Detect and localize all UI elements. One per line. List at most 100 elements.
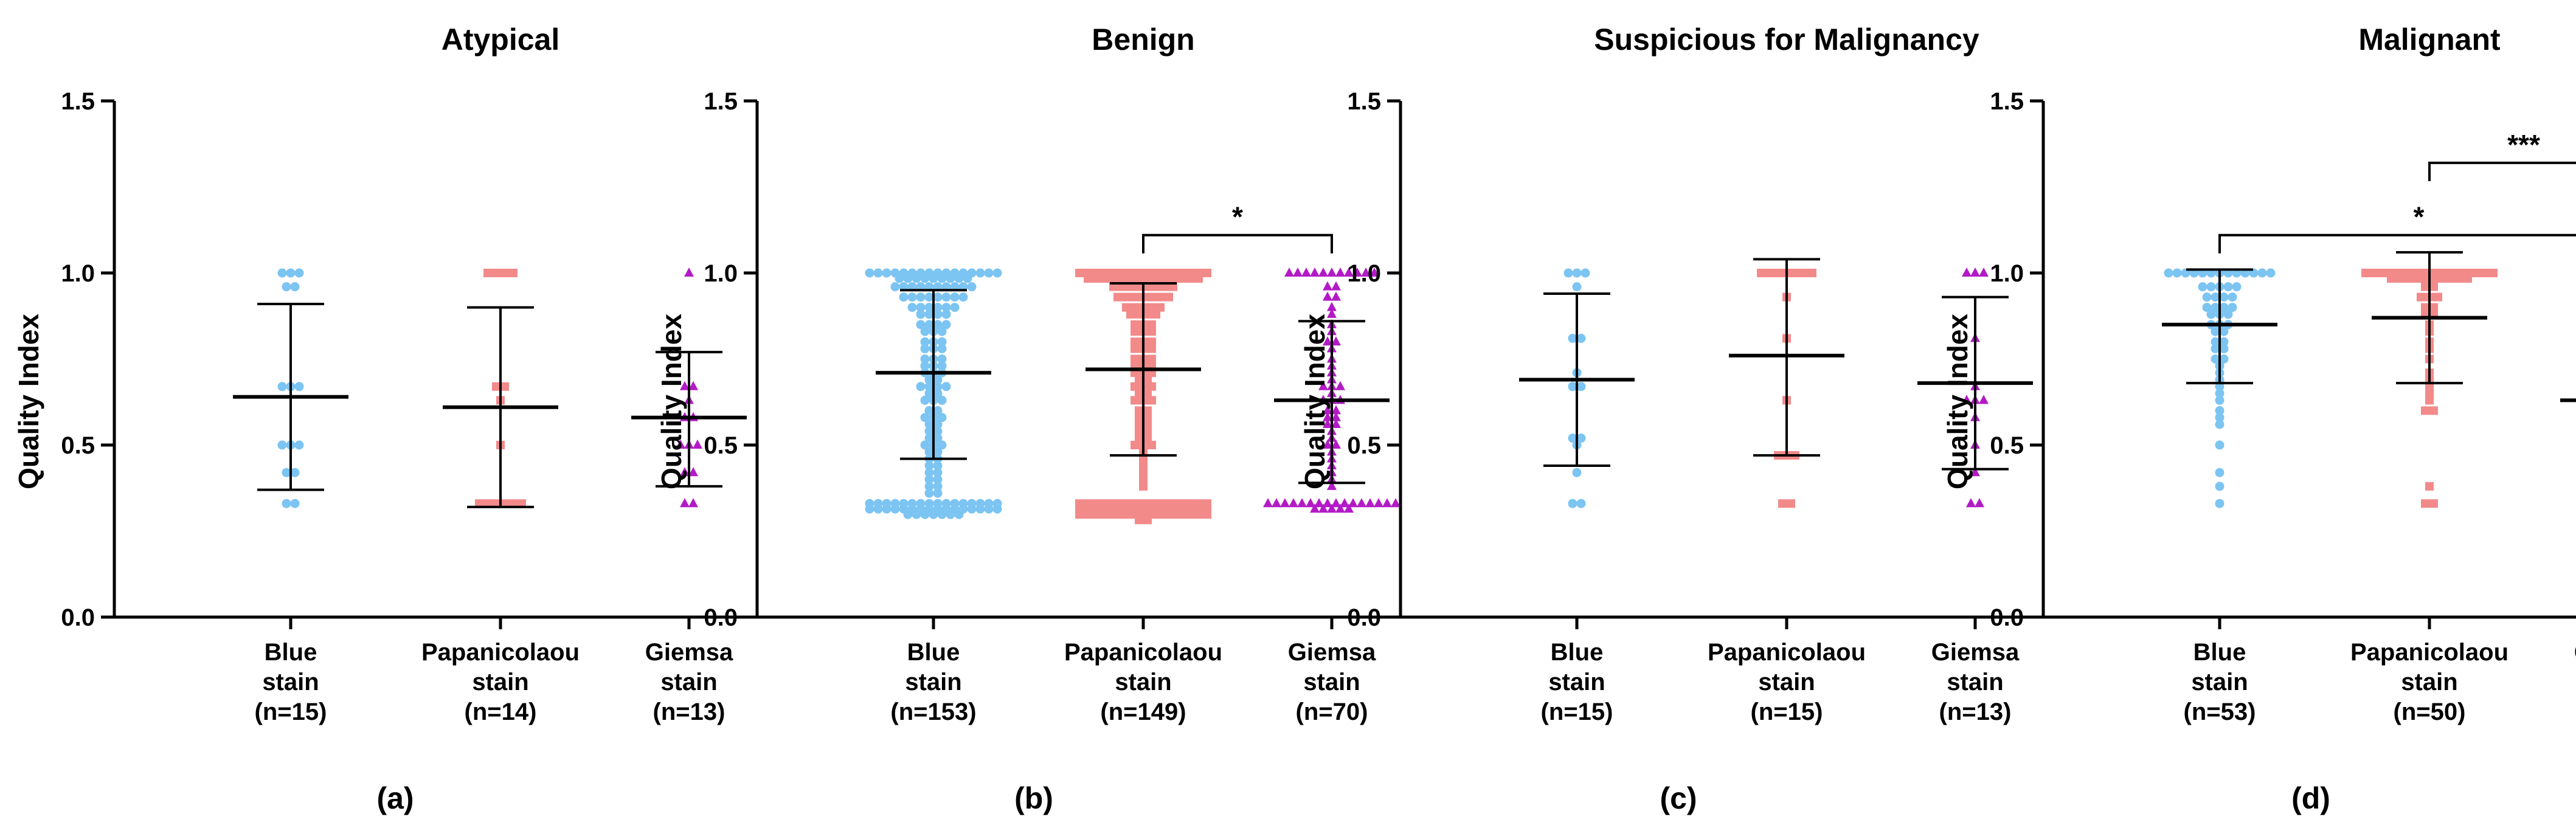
data-point (1314, 498, 1324, 508)
data-point (518, 499, 526, 508)
data-point (500, 499, 509, 508)
data-point (294, 440, 304, 450)
data-point (1323, 412, 1332, 421)
data-point (1130, 344, 1139, 353)
significance-bracket (2218, 233, 2576, 254)
data-point (290, 468, 300, 477)
data-point (2266, 268, 2276, 278)
data-point (924, 406, 934, 415)
x-tick-sample-size: (n=15) (1751, 699, 1823, 725)
data-point (2211, 354, 2220, 364)
data-point (1323, 440, 1332, 449)
x-tick-label: Blue (265, 639, 317, 666)
data-point (1581, 268, 1590, 278)
data-point (924, 320, 934, 330)
data-point (2219, 337, 2229, 347)
data-point (1135, 427, 1143, 436)
x-tick-label: Papanicolaou (1064, 639, 1222, 666)
y-tick-label: 1.5 (1990, 88, 2024, 115)
data-point (873, 268, 883, 278)
data-point (946, 274, 955, 283)
data-point (693, 440, 702, 449)
data-point (684, 268, 694, 277)
data-point (1357, 498, 1366, 508)
data-point (924, 447, 934, 457)
data-point (1344, 503, 1354, 513)
data-point (1327, 480, 1337, 490)
data-point (895, 274, 904, 283)
data-point (2429, 274, 2438, 283)
data-point (941, 303, 951, 312)
x-tick-label: stain (1947, 669, 2003, 696)
data-point (941, 320, 951, 330)
data-point (924, 382, 934, 392)
data-point (1331, 412, 1341, 421)
chart-panel-c: Suspicious for Malignancy 0.0 0.5 1.0 1.5 Qua… (1299, 22, 2091, 815)
data-point (1143, 413, 1152, 422)
data-point (1975, 498, 1984, 508)
x-tick-sample-size: (n=53) (2184, 699, 2256, 725)
data-point (975, 504, 985, 514)
data-point (1778, 499, 1787, 508)
chart-title: Atypical (441, 22, 560, 57)
data-point (903, 274, 913, 283)
data-point (992, 268, 1002, 278)
data-point (1765, 269, 1774, 277)
significance-bracket (2428, 161, 2576, 181)
data-point (933, 320, 943, 330)
data-point (2425, 389, 2434, 398)
data-point (890, 504, 900, 514)
data-point (933, 461, 943, 471)
data-point (1160, 510, 1169, 519)
data-point (882, 268, 892, 278)
data-point (1139, 475, 1148, 484)
data-point (2370, 269, 2378, 277)
x-tick-label: Giemsa (1288, 639, 1376, 666)
data-point (1135, 516, 1143, 525)
data-point (2429, 282, 2438, 291)
data-point (2215, 413, 2225, 423)
data-point (2202, 303, 2212, 312)
panel-label: (b) (1014, 781, 1053, 815)
data-point (1310, 268, 1320, 277)
data-point (1148, 303, 1156, 312)
data-point (1177, 510, 1186, 519)
data-point (937, 509, 947, 519)
data-point (924, 388, 934, 398)
data-point (950, 303, 960, 312)
data-point (688, 498, 698, 508)
data-point (1169, 510, 1177, 519)
data-point (920, 509, 930, 519)
data-point (1297, 498, 1307, 508)
data-point (1139, 482, 1148, 491)
data-point (958, 292, 968, 302)
data-point (1109, 274, 1118, 283)
data-point (941, 382, 951, 392)
data-point (680, 381, 690, 390)
data-point (1576, 334, 1586, 344)
data-point (1568, 433, 1577, 443)
data-point (2211, 292, 2220, 302)
data-point (907, 303, 917, 312)
data-point (1148, 354, 1156, 364)
data-point (975, 268, 985, 278)
panel-label: (c) (1660, 781, 1697, 815)
x-tick-label: stain (660, 669, 717, 696)
y-axis-label: Quality Index (1299, 314, 1331, 489)
data-point (1572, 468, 1582, 477)
data-point (1156, 303, 1165, 312)
data-point (2434, 292, 2442, 302)
data-point (1572, 282, 1582, 292)
x-tick-sample-size: (n=15) (1541, 699, 1613, 725)
data-point (2472, 269, 2481, 277)
data-point (937, 344, 947, 354)
y-tick-label: 0.5 (61, 432, 95, 459)
data-point (916, 309, 926, 319)
data-point (924, 488, 934, 498)
data-point (2219, 303, 2229, 312)
x-tick-sample-size: (n=149) (1100, 699, 1186, 725)
x-tick-label: stain (472, 669, 528, 696)
data-point (1323, 419, 1332, 429)
data-point (688, 467, 698, 477)
data-point (1143, 375, 1152, 384)
